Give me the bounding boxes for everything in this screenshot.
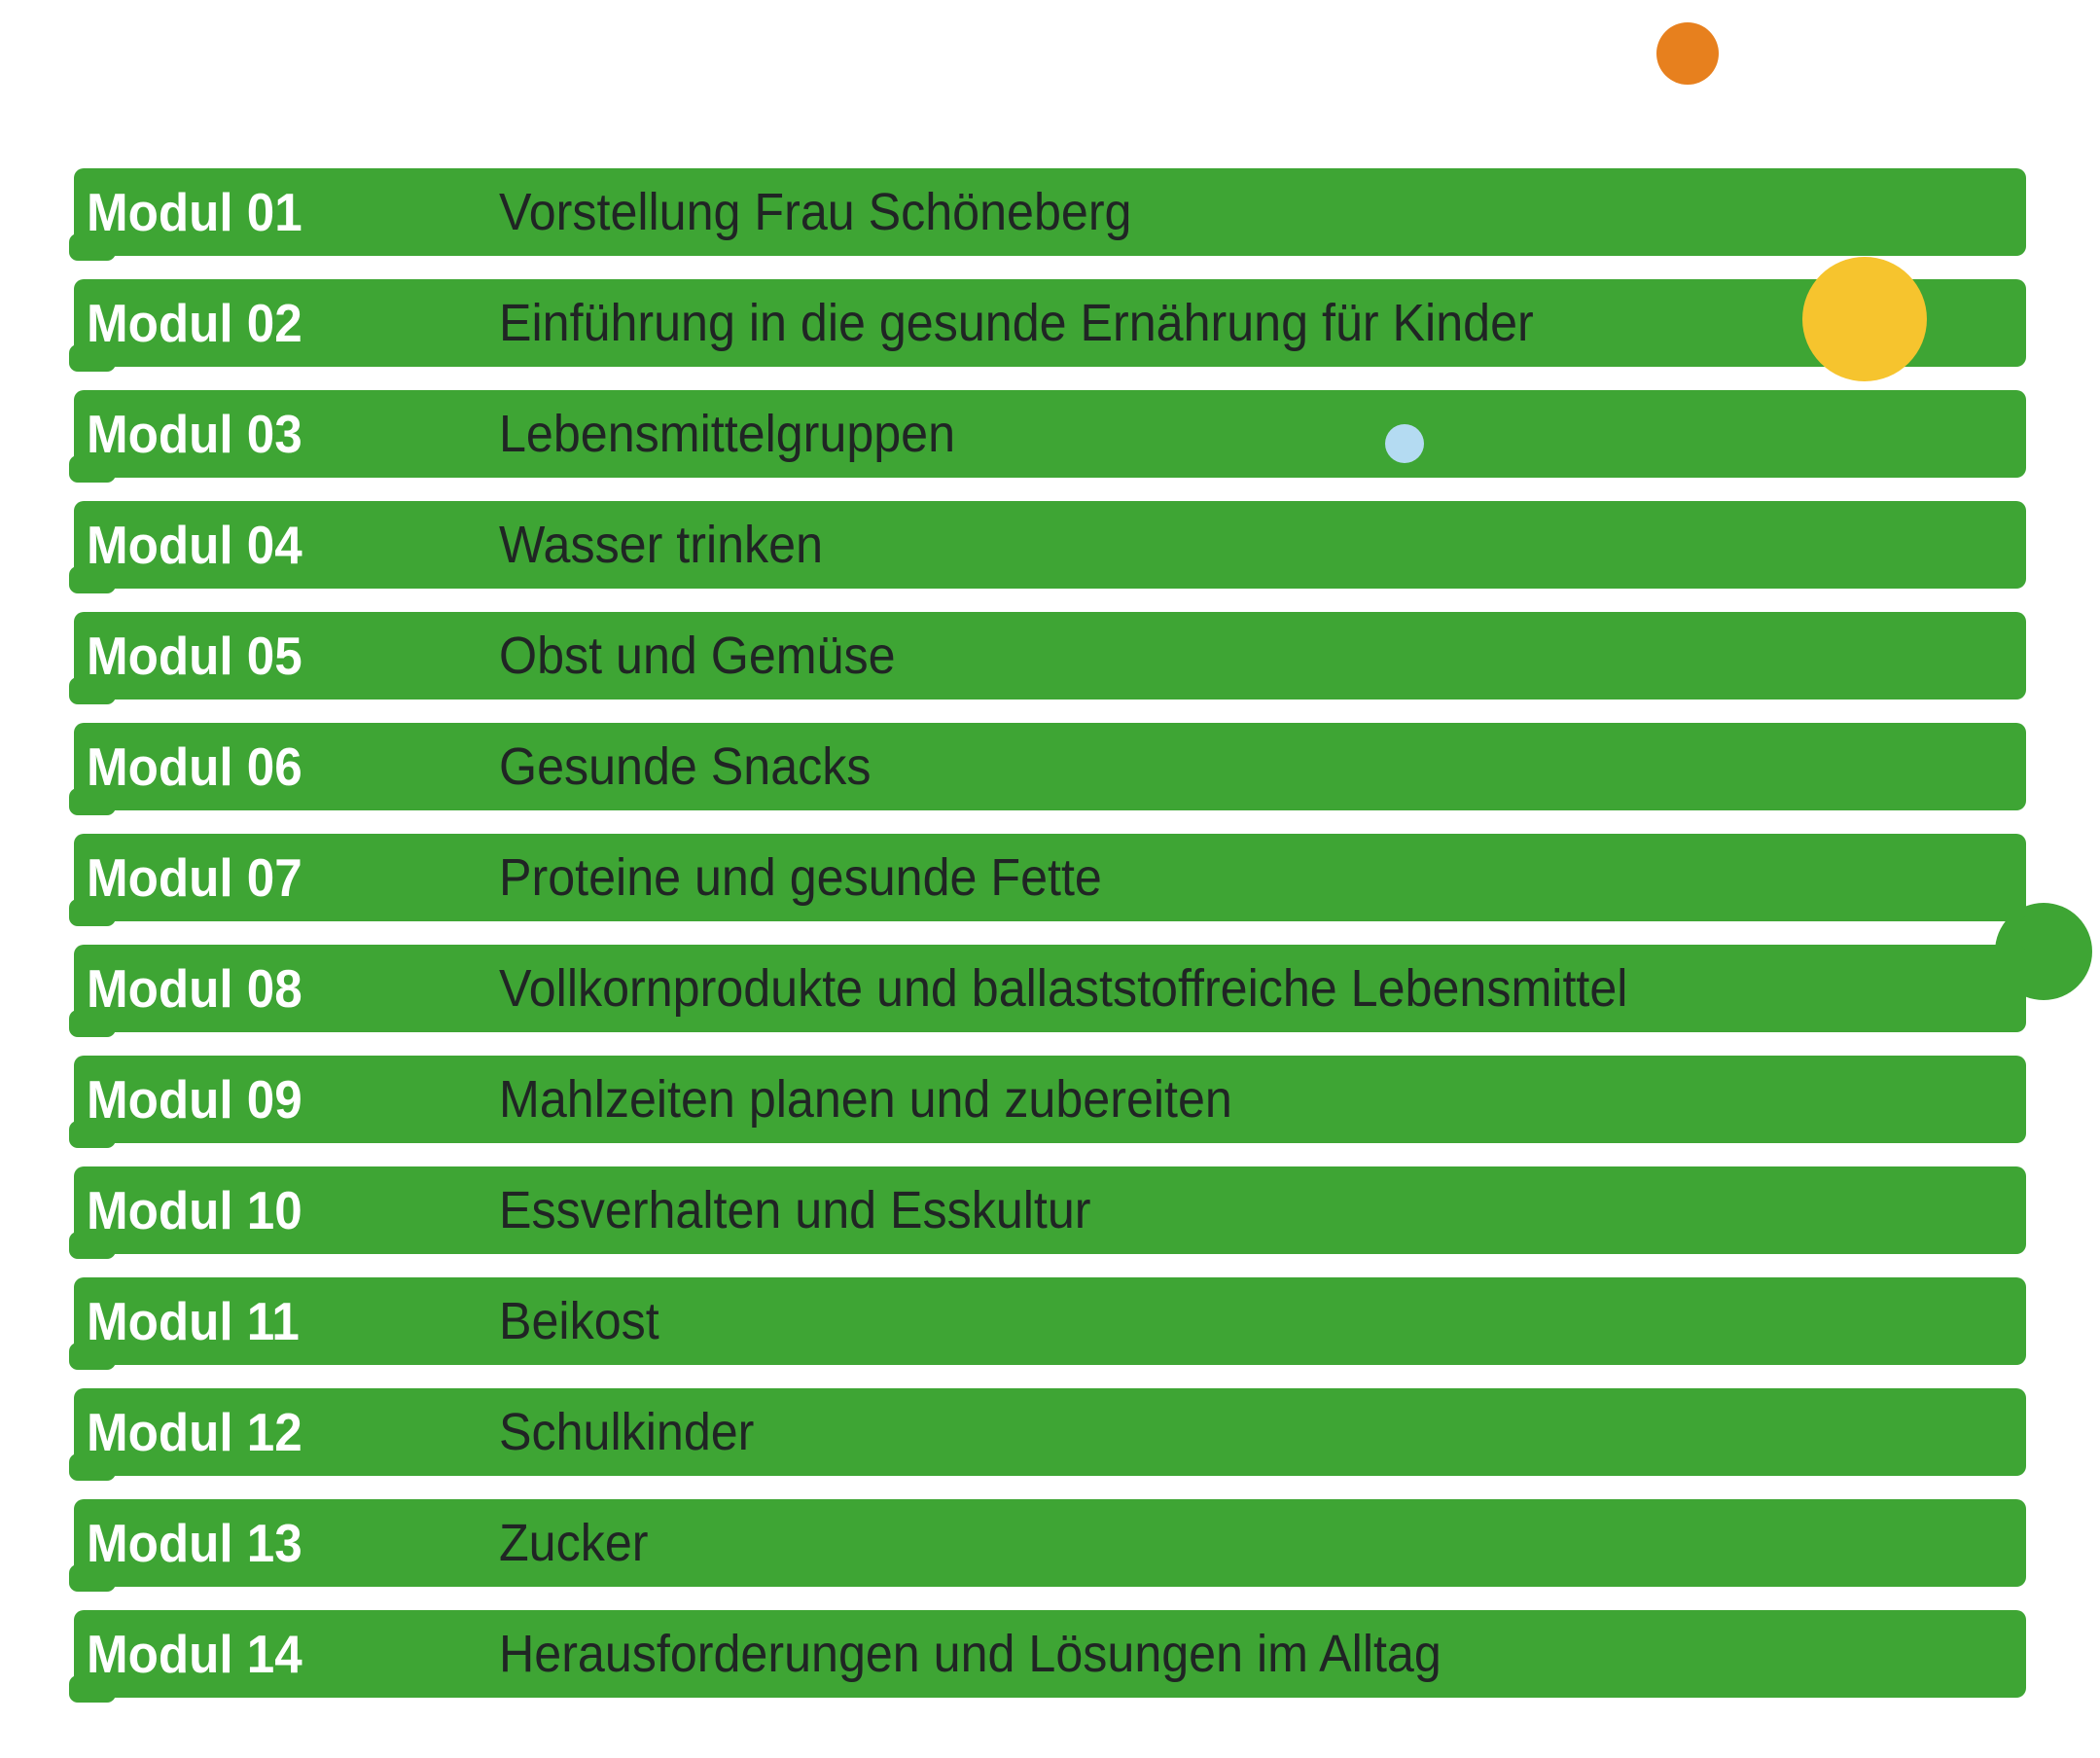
module-row-14: Modul 14 Herausforderungen und Lösungen … <box>69 1610 2026 1703</box>
module-number: Modul 05 <box>87 625 303 686</box>
module-row-05: Modul 05 Obst und Gemüse <box>69 612 2026 704</box>
module-row-12: Modul 12 Schulkinder <box>69 1388 2026 1481</box>
module-number: Modul 12 <box>87 1401 303 1462</box>
module-list: Modul 01 Vorstellung Frau Schöneberg Mod… <box>69 168 2026 1703</box>
module-row-11: Modul 11 Beikost <box>69 1277 2026 1370</box>
module-row-04: Modul 04 Wasser trinken <box>69 501 2026 593</box>
module-number: Modul 06 <box>87 735 303 797</box>
yellow-circle-decoration <box>1802 257 1927 381</box>
module-title: Proteine und gesunde Fette <box>499 848 1102 907</box>
module-title: Wasser trinken <box>499 516 824 574</box>
module-row-02: Modul 02 Einführung in die gesunde Ernäh… <box>69 279 2026 372</box>
module-title: Herausforderungen und Lösungen im Alltag <box>499 1625 1442 1683</box>
module-number: Modul 03 <box>87 403 303 464</box>
module-number: Modul 13 <box>87 1512 303 1573</box>
module-title: Einführung in die gesunde Ernährung für … <box>499 294 1534 352</box>
module-number: Modul 10 <box>87 1179 303 1240</box>
module-row-09: Modul 09 Mahlzeiten planen und zubereite… <box>69 1056 2026 1148</box>
module-title: Zucker <box>499 1514 649 1572</box>
module-row-03: Modul 03 Lebensmittelgruppen <box>69 390 2026 483</box>
module-row-06: Modul 06 Gesunde Snacks <box>69 723 2026 815</box>
module-row-10: Modul 10 Essverhalten und Esskultur <box>69 1166 2026 1259</box>
module-title: Essverhalten und Esskultur <box>499 1181 1091 1239</box>
module-row-08: Modul 08 Vollkornprodukte und ballaststo… <box>69 945 2026 1037</box>
module-number: Modul 09 <box>87 1068 303 1130</box>
module-number: Modul 02 <box>87 292 303 353</box>
module-row-13: Modul 13 Zucker <box>69 1499 2026 1592</box>
module-row-07: Modul 07 Proteine und gesunde Fette <box>69 834 2026 926</box>
module-title: Beikost <box>499 1292 659 1350</box>
module-number: Modul 08 <box>87 957 303 1019</box>
module-number: Modul 07 <box>87 846 303 908</box>
module-row-01: Modul 01 Vorstellung Frau Schöneberg <box>69 168 2026 261</box>
module-number: Modul 14 <box>87 1623 303 1684</box>
blue-circle-decoration <box>1385 424 1424 463</box>
module-title: Vollkornprodukte und ballaststoffreiche … <box>499 959 1628 1018</box>
module-number: Modul 04 <box>87 514 303 575</box>
orange-circle-decoration <box>1656 22 1719 85</box>
module-number: Modul 01 <box>87 181 303 242</box>
module-title: Gesunde Snacks <box>499 737 872 796</box>
module-title: Vorstellung Frau Schöneberg <box>499 183 1132 241</box>
module-title: Obst und Gemüse <box>499 627 896 685</box>
module-title: Mahlzeiten planen und zubereiten <box>499 1070 1232 1129</box>
module-number: Modul 11 <box>87 1290 300 1351</box>
module-title: Lebensmittelgruppen <box>499 405 956 463</box>
module-title: Schulkinder <box>499 1403 755 1461</box>
